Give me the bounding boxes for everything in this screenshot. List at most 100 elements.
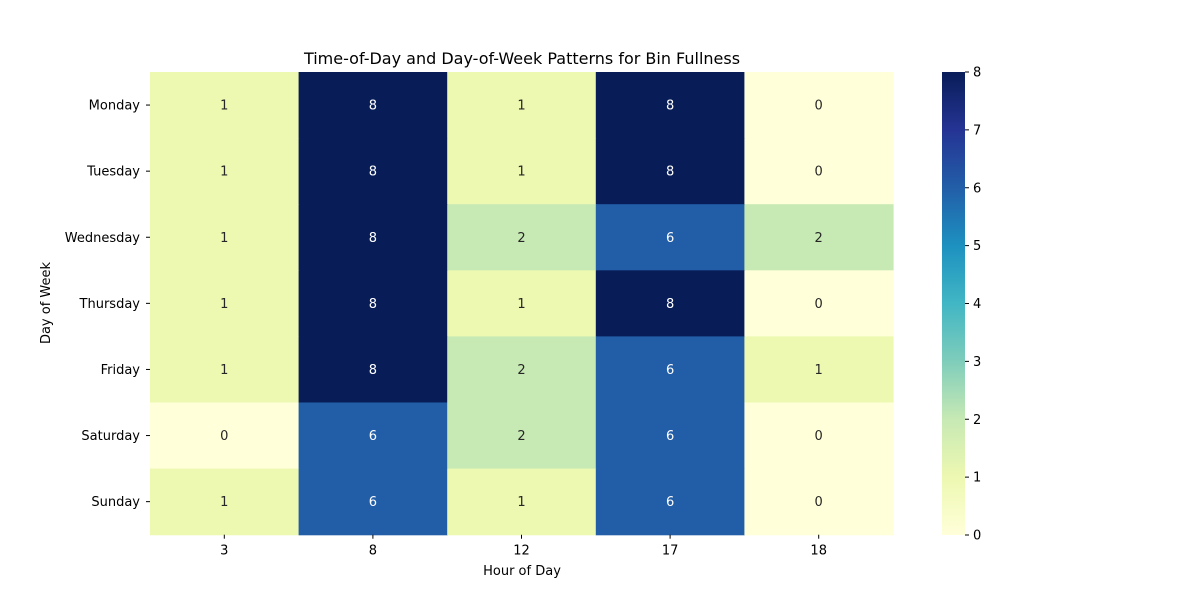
heatmap-cell (150, 72, 300, 139)
heatmap-cell (595, 204, 745, 271)
cell-value-label: 8 (369, 99, 377, 114)
heatmap-cell (744, 270, 894, 337)
cell-value-label: 8 (369, 363, 377, 378)
y-axis-label: Day of Week (39, 261, 54, 344)
heatmap-cell (744, 402, 894, 470)
heatmap-cell (744, 336, 894, 404)
heatmap-cell (150, 204, 300, 271)
cell-value-label: 6 (666, 495, 674, 510)
heatmap-cell (150, 336, 300, 404)
cell-value-label: 8 (369, 165, 377, 180)
cell-value-label: 1 (220, 297, 228, 312)
y-tick-label: Wednesday (65, 231, 141, 246)
colorbar-tick-label: 3 (973, 355, 981, 370)
cell-value-label: 0 (815, 297, 823, 312)
y-tick-label: Monday (89, 99, 141, 114)
chart-title: Time-of-Day and Day-of-Week Patterns for… (303, 49, 740, 68)
heatmap-cell (298, 402, 448, 470)
y-tick-label: Thursday (79, 297, 141, 312)
heatmap-cell (744, 138, 894, 205)
cell-value-label: 2 (517, 231, 525, 246)
colorbar-tick-label: 5 (973, 239, 981, 254)
heatmap-cell (447, 138, 597, 205)
cell-value-label: 0 (815, 165, 823, 180)
cell-value-label: 0 (815, 495, 823, 510)
y-axis: Monday Tuesday Wednesday Thursday Friday Satu… (65, 99, 150, 510)
heatmap-cell (298, 138, 448, 205)
x-tick-label: 12 (513, 544, 530, 559)
x-axis-label: Hour of Day (483, 564, 561, 579)
cell-value-label: 0 (220, 429, 228, 444)
cell-value-label: 6 (666, 363, 674, 378)
colorbar-ticks: 0 1 2 3 4 5 6 7 8 (965, 66, 981, 544)
heatmap-cell (150, 468, 300, 536)
heatmap-cell (595, 138, 745, 205)
x-tick-label: 3 (220, 544, 228, 559)
cell-value-label: 1 (220, 495, 228, 510)
heatmap-cell (744, 72, 894, 139)
heatmap-cell (298, 336, 448, 404)
heatmap-cell (150, 402, 300, 470)
heatmap-cell (447, 336, 597, 404)
heatmap-cell (595, 468, 745, 536)
colorbar-tick-label: 7 (973, 123, 981, 138)
cell-value-label: 8 (369, 297, 377, 312)
y-tick-label: Sunday (91, 495, 140, 510)
cell-value-label: 1 (517, 495, 525, 510)
cell-value-label: 2 (517, 429, 525, 444)
x-axis: 3 8 12 17 18 (220, 534, 827, 559)
heatmap-cell (447, 402, 597, 470)
heatmap-cell (150, 138, 300, 205)
cell-value-label: 1 (220, 231, 228, 246)
cell-value-label: 1 (517, 99, 525, 114)
colorbar-tick-label: 2 (973, 413, 981, 428)
cell-value-label: 8 (666, 99, 674, 114)
y-tick-label: Saturday (81, 429, 140, 444)
colorbar-gradient (942, 72, 965, 535)
cell-value-label: 8 (666, 297, 674, 312)
cell-value-label: 2 (517, 363, 525, 378)
cell-value-label: 8 (666, 165, 674, 180)
heatmap-cell (447, 468, 597, 536)
heatmap-cell (744, 468, 894, 536)
heatmap-cell (298, 270, 448, 337)
heatmap-cells (150, 72, 894, 536)
heatmap-cell (298, 72, 448, 139)
colorbar-tick-label: 4 (973, 297, 981, 312)
heatmap-cell (744, 204, 894, 271)
colorbar-tick-label: 6 (973, 181, 981, 196)
cell-value-label: 0 (815, 99, 823, 114)
y-tick-label: Friday (101, 363, 141, 378)
heatmap-cell (595, 336, 745, 404)
cell-value-label: 1 (220, 99, 228, 114)
cell-value-label: 2 (815, 231, 823, 246)
x-tick-label: 17 (662, 544, 679, 559)
heatmap-cell (298, 204, 448, 271)
cell-value-label: 8 (369, 231, 377, 246)
x-tick-label: 18 (810, 544, 827, 559)
cell-value-label: 6 (369, 429, 377, 444)
colorbar-tick-label: 1 (973, 471, 981, 486)
cell-value-label: 6 (666, 429, 674, 444)
cell-value-label: 1 (220, 363, 228, 378)
colorbar-tick-label: 8 (973, 66, 981, 81)
colorbar-tick-label: 0 (973, 529, 981, 544)
cell-value-label: 0 (815, 429, 823, 444)
cell-value-label: 1 (815, 363, 823, 378)
colorbar (942, 72, 965, 535)
y-tick-label: Tuesday (86, 165, 140, 180)
x-tick-label: 8 (369, 544, 377, 559)
cell-value-label: 6 (369, 495, 377, 510)
heatmap-cell (150, 270, 300, 337)
heatmap-cell (447, 204, 597, 271)
cell-value-label: 1 (220, 165, 228, 180)
heatmap-cell (595, 72, 745, 139)
heatmap-cell-labels: 1 8 1 8 01 8 1 8 01 8 2 6 21 8 1 8 01 8 2 6 10 6 2 6 01 6 1 6 0 (220, 99, 823, 511)
heatmap-cell (595, 270, 745, 337)
heatmap-cell (447, 72, 597, 139)
heatmap-cell (447, 270, 597, 337)
heatmap-cell (298, 468, 448, 536)
heatmap-cell (595, 402, 745, 470)
cell-value-label: 1 (517, 297, 525, 312)
